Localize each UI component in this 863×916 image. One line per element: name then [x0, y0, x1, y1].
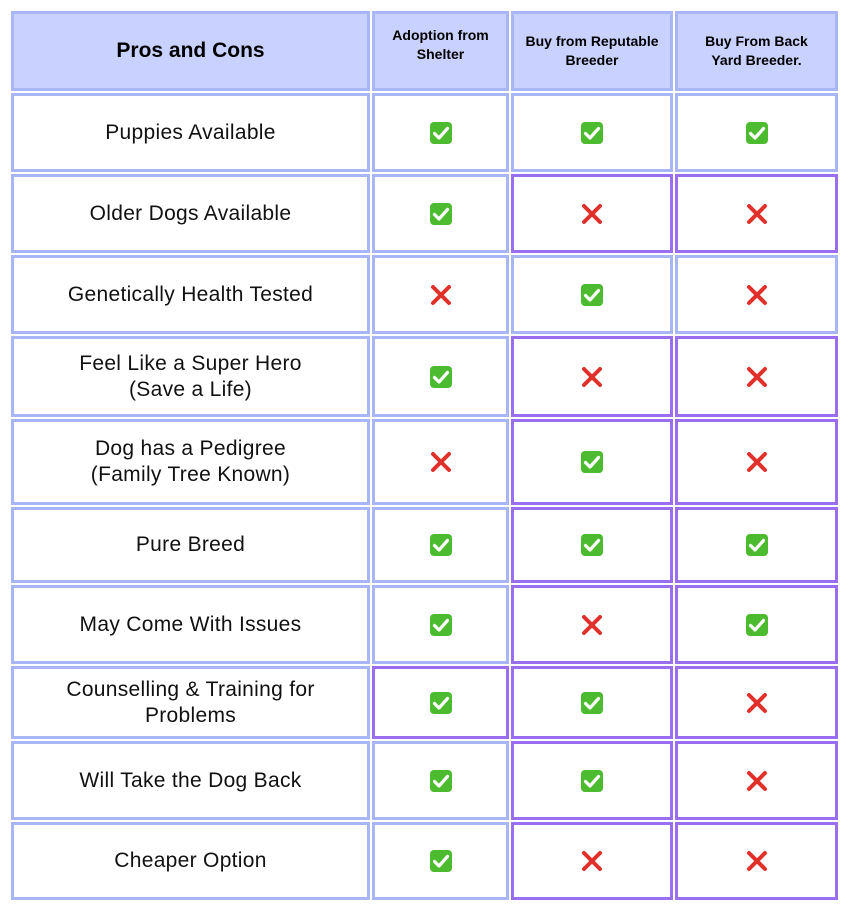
row-label: Counselling & Training for Problems [66, 677, 315, 727]
row-label: Genetically Health Tested [67, 282, 314, 306]
check-cell [372, 174, 509, 253]
check-cell [372, 741, 509, 820]
cross-cell [511, 336, 673, 417]
cross-cell [675, 174, 838, 253]
column-header-reputable-breeder: Buy from Reputable Breeder [511, 11, 673, 91]
cross-mark-icon [430, 452, 451, 472]
check-cell [511, 666, 673, 739]
check-mark-icon [745, 613, 768, 636]
row-label-cell: Dog has a Pedigree (Family Tree Known) [11, 419, 370, 505]
column-header-shelter: Adoption from Shelter [372, 11, 509, 91]
check-mark-icon [429, 121, 452, 144]
check-cell [372, 507, 509, 583]
cross-cell [675, 255, 838, 334]
cross-mark-icon [746, 284, 767, 305]
check-mark-icon [745, 121, 768, 144]
check-cell [372, 93, 509, 172]
cross-mark-icon [746, 366, 767, 387]
check-cell [511, 419, 673, 505]
row-label: Older Dogs Available [89, 201, 292, 225]
cross-cell [675, 822, 838, 900]
cross-mark-icon [582, 851, 602, 871]
cross-cell [511, 822, 673, 900]
row-label: Puppies Available [105, 120, 276, 144]
cross-mark-icon [746, 851, 767, 871]
cross-mark-icon [430, 284, 451, 305]
check-mark-icon [581, 121, 603, 144]
check-mark-icon [429, 613, 452, 636]
cross-mark-icon [582, 366, 602, 387]
column-header-label: Buy from Reputable Breeder [525, 33, 659, 68]
check-mark-icon [581, 283, 603, 306]
check-cell [511, 93, 673, 172]
check-mark-icon [745, 534, 768, 556]
check-cell [511, 255, 673, 334]
check-cell [675, 507, 838, 583]
cross-cell [675, 336, 838, 417]
row-label: May Come With Issues [79, 612, 302, 636]
cross-cell [511, 585, 673, 664]
check-mark-icon [429, 202, 452, 225]
row-label: Dog has a Pedigree (Family Tree Known) [90, 437, 291, 486]
cross-cell [372, 419, 509, 505]
check-cell [511, 741, 673, 820]
check-cell [675, 585, 838, 664]
check-cell [675, 93, 838, 172]
check-mark-icon [581, 769, 603, 792]
check-cell [511, 507, 673, 583]
check-mark-icon [581, 691, 603, 714]
check-mark-icon [581, 534, 603, 556]
column-header-label: Adoption from Shelter [392, 27, 489, 62]
row-label-cell: Counselling & Training for Problems [11, 666, 370, 739]
cross-mark-icon [582, 203, 602, 224]
cross-cell [372, 255, 509, 334]
check-mark-icon [429, 691, 452, 714]
column-header-backyard-breeder: Buy From Back Yard Breeder. [675, 11, 838, 91]
row-label-cell: Will Take the Dog Back [11, 741, 370, 820]
cross-mark-icon [746, 452, 767, 472]
row-label: Pure Breed [135, 533, 246, 556]
check-mark-icon [429, 534, 452, 556]
check-mark-icon [429, 850, 452, 872]
table-title-cell: Pros and Cons [11, 11, 370, 91]
row-label: Feel Like a Super Hero (Save a Life) [79, 351, 302, 401]
row-label-cell: Genetically Health Tested [11, 255, 370, 334]
row-label: Will Take the Dog Back [79, 768, 302, 792]
check-cell [372, 585, 509, 664]
cross-cell [675, 666, 838, 739]
check-cell [372, 666, 509, 739]
check-mark-icon [581, 451, 603, 473]
check-cell [372, 822, 509, 900]
row-label-cell: Puppies Available [11, 93, 370, 172]
row-label-cell: May Come With Issues [11, 585, 370, 664]
row-label-cell: Cheaper Option [11, 822, 370, 900]
cross-mark-icon [582, 614, 602, 635]
row-label-cell: Feel Like a Super Hero (Save a Life) [11, 336, 370, 417]
column-header-label: Buy From Back Yard Breeder. [705, 33, 808, 68]
row-label: Cheaper Option [114, 849, 267, 872]
cross-cell [675, 741, 838, 820]
row-label-cell: Older Dogs Available [11, 174, 370, 253]
cross-mark-icon [746, 692, 767, 713]
cross-cell [511, 174, 673, 253]
table-title: Pros and Cons [116, 39, 265, 62]
row-label-cell: Pure Breed [11, 507, 370, 583]
cross-mark-icon [746, 770, 767, 791]
cross-mark-icon [746, 203, 767, 224]
check-cell [372, 336, 509, 417]
check-mark-icon [429, 365, 452, 388]
cross-cell [675, 419, 838, 505]
check-mark-icon [429, 769, 452, 792]
